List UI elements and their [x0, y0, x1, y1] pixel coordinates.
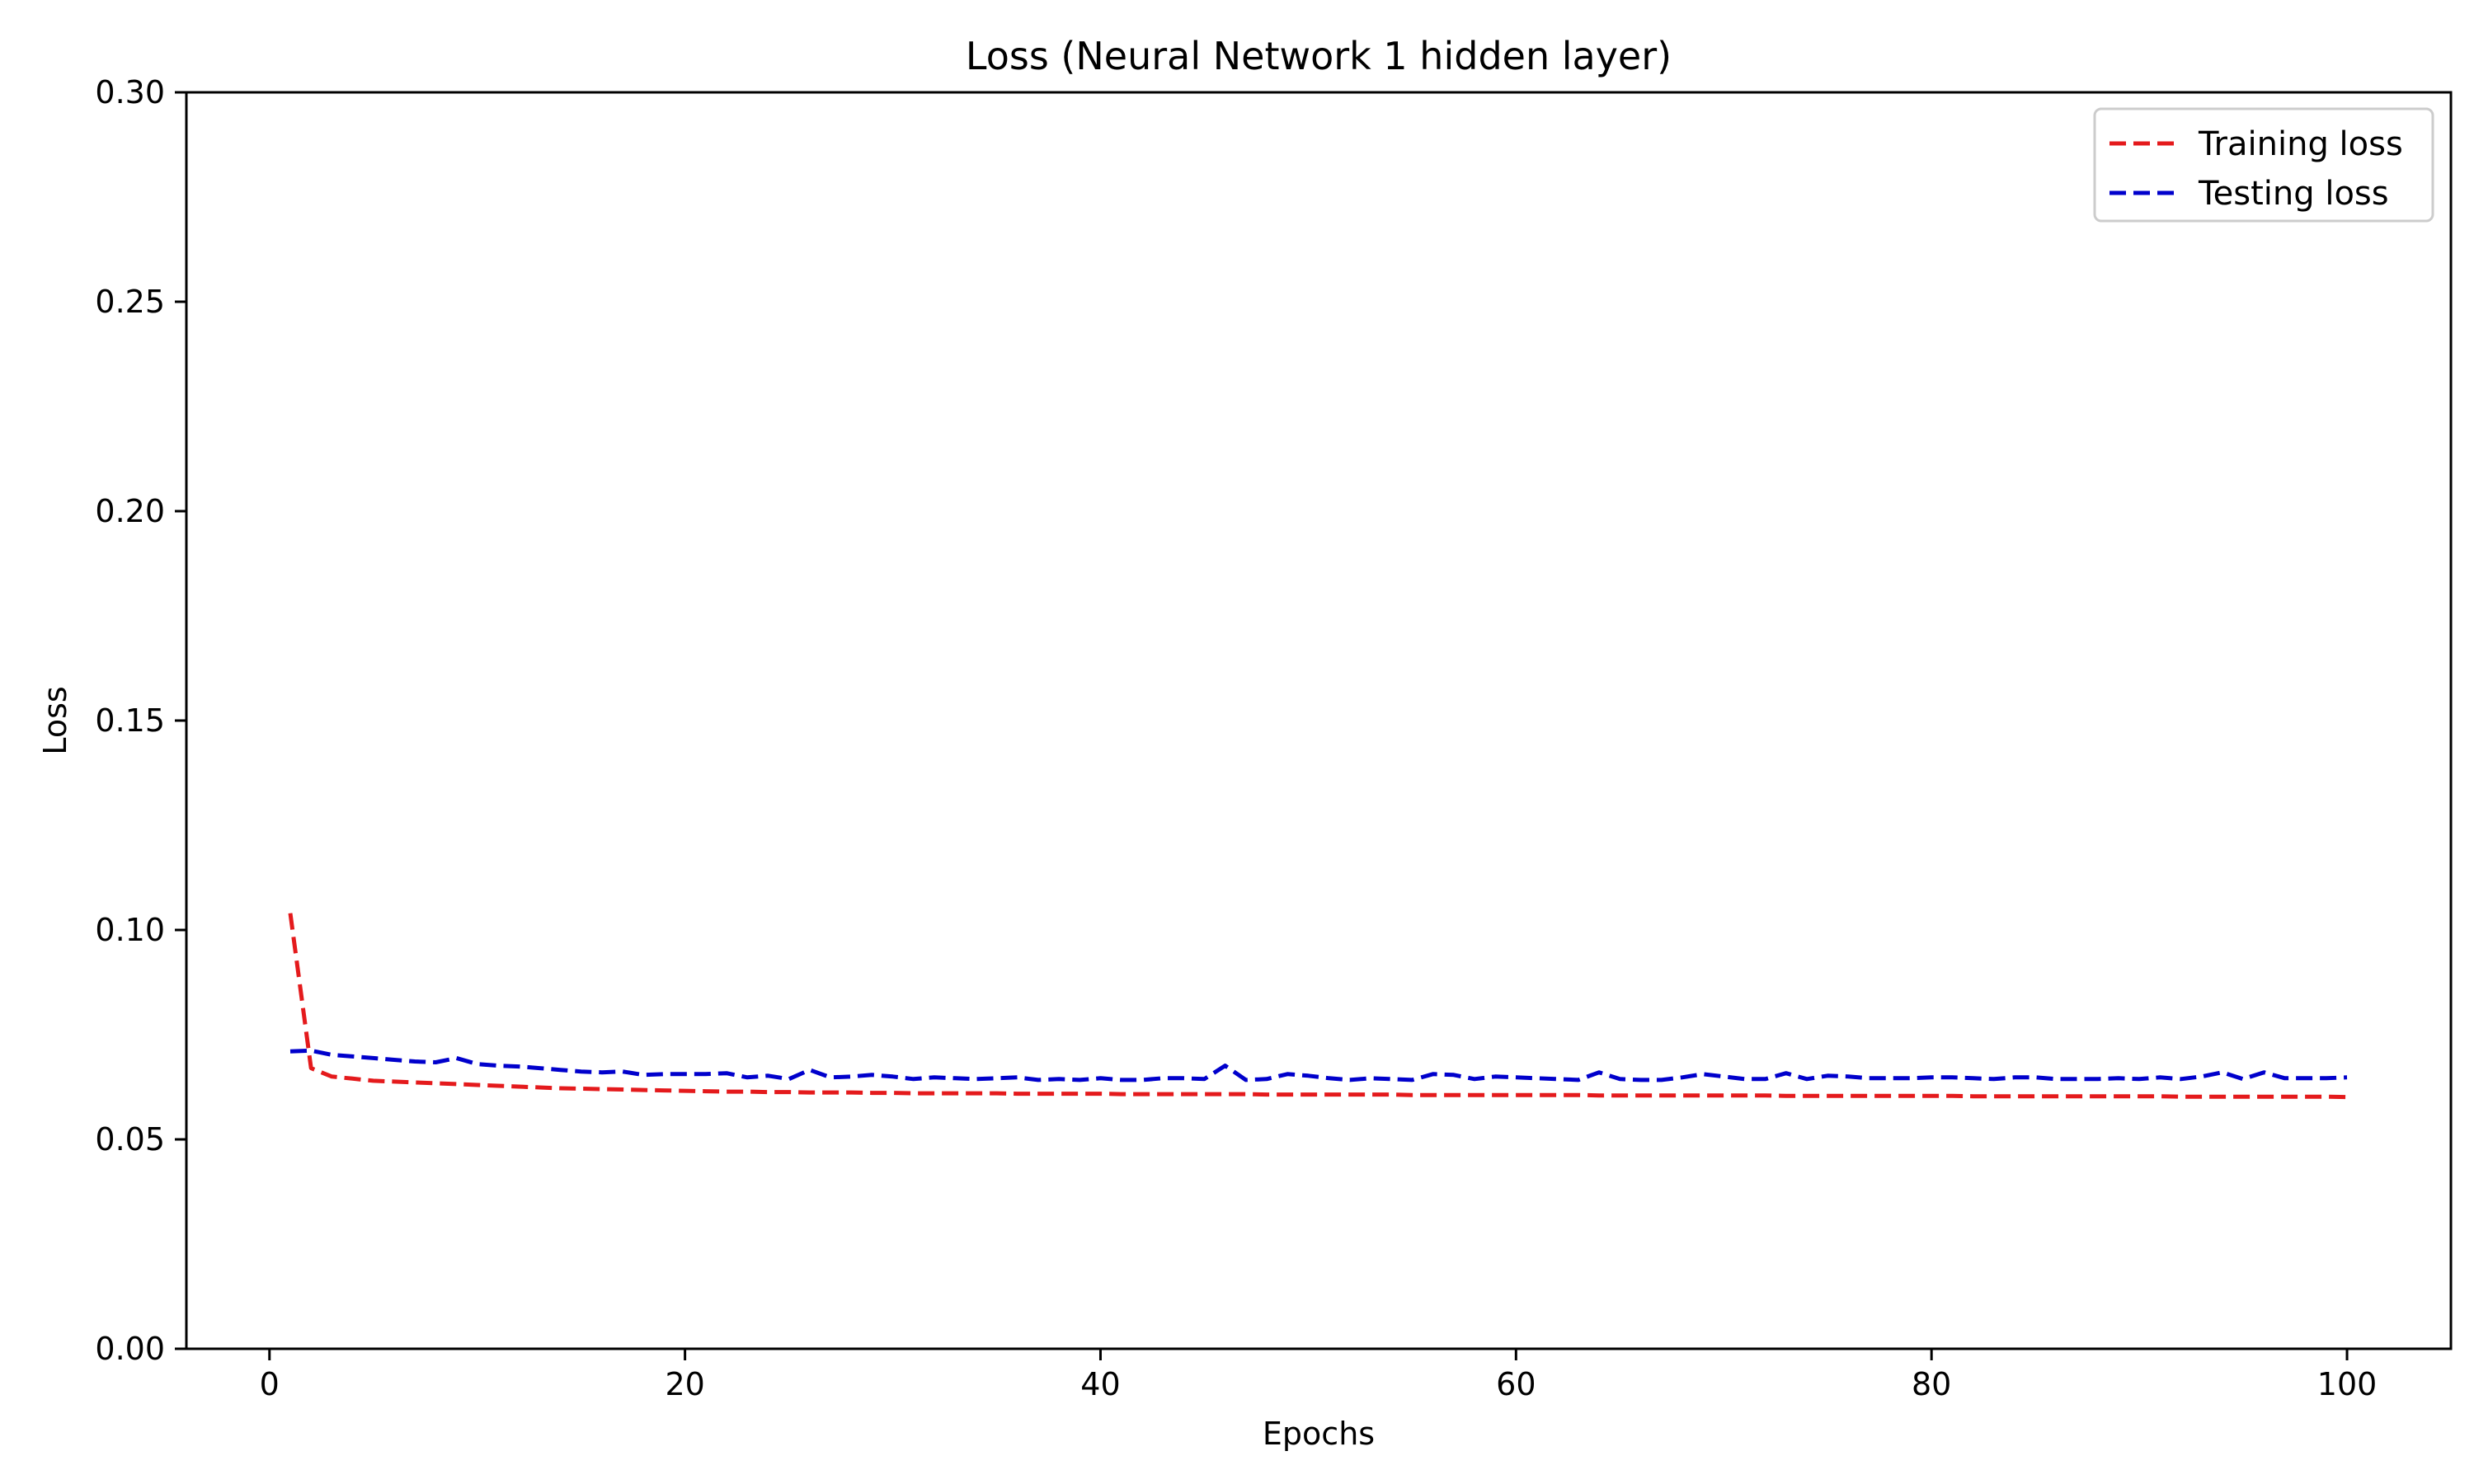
x-tick-label: 100 [2317, 1366, 2378, 1402]
x-tick-label: 40 [1080, 1366, 1120, 1402]
legend-label: Training loss [2198, 125, 2403, 163]
legend: Training loss Testing loss [2093, 107, 2434, 223]
chart-title: Loss (Neural Network 1 hidden layer) [966, 34, 1672, 78]
y-tick-label: 0.30 [95, 74, 165, 110]
y-axis-ticks: 0.00 0.05 0.10 0.15 0.20 0.25 0.30 [95, 74, 186, 1367]
x-axis-label: Epochs [1263, 1416, 1375, 1452]
x-tick-label: 20 [665, 1366, 704, 1402]
y-tick-label: 0.15 [95, 702, 165, 739]
series-line-testing-loss [289, 1048, 2348, 1082]
x-tick-label: 0 [260, 1366, 280, 1402]
y-tick-label: 0.20 [95, 493, 165, 529]
plot-frame [185, 91, 2453, 1350]
legend-label: Testing loss [2198, 175, 2389, 213]
series-layer [288, 913, 2348, 1100]
y-axis-label: Loss [37, 686, 73, 754]
series-line-training-loss [288, 913, 2348, 1100]
y-tick-label: 0.00 [95, 1331, 165, 1367]
x-axis-ticks: 0 20 40 60 80 100 [260, 1349, 2378, 1402]
y-tick-label: 0.05 [95, 1121, 165, 1158]
x-tick-label: 60 [1496, 1366, 1536, 1402]
x-tick-label: 80 [1912, 1366, 1951, 1402]
y-tick-label: 0.10 [95, 912, 165, 948]
legend-box [2093, 107, 2434, 223]
y-tick-label: 0.25 [95, 284, 165, 320]
